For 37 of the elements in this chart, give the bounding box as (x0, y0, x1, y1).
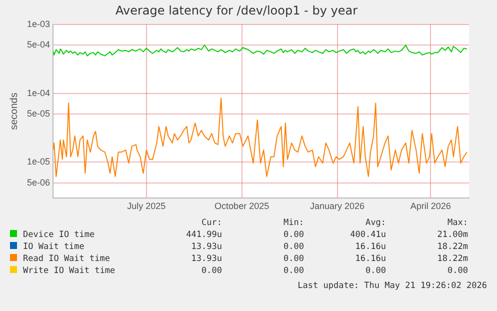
text: 0.00 (282, 241, 304, 253)
legend-label: Read IO Wait time (22, 253, 111, 265)
text: 16.16u (354, 253, 386, 265)
text: 13.93u (190, 253, 222, 265)
text: 0.00 (282, 265, 304, 277)
y-tick-label: 5e-06 (26, 177, 50, 188)
text: 13.93u (190, 241, 222, 253)
text: 0.00 (282, 229, 304, 241)
legend-label: Write IO Wait time (22, 265, 116, 277)
text: Min: (282, 217, 304, 229)
text: 441.99u (185, 229, 222, 241)
x-tick-label: October 2025 (214, 201, 270, 212)
text: 0.00 (282, 253, 304, 265)
y-tick-label: 5e-04 (26, 40, 50, 50)
legend-label: IO Wait time (22, 241, 86, 253)
x-tick-label: July 2025 (127, 201, 166, 212)
y-tick-label: 1e-04 (26, 88, 50, 98)
text: 0.00 (364, 265, 386, 277)
text: 21.00m (436, 229, 468, 241)
text: Avg: (364, 217, 386, 229)
legend-label: Device IO time (22, 229, 96, 241)
text: 18.22m (436, 241, 468, 253)
x-tick-label: January 2026 (310, 201, 365, 212)
y-tick-label: 1e-05 (26, 156, 50, 167)
text: 0.00 (446, 265, 468, 277)
text: Cur: (200, 217, 222, 229)
y-tick-label: 1e-03 (26, 18, 50, 29)
text: 400.41u (349, 229, 386, 241)
text: Last update: Thu May 21 19:26:02 2026 (298, 281, 487, 291)
y-axis-title: seconds (8, 92, 20, 130)
chart-title: Average latency for /dev/loop1 - by year (115, 3, 358, 18)
text: 16.16u (354, 241, 386, 253)
text: 18.22m (436, 253, 468, 265)
y-tick-label: 5e-05 (26, 108, 50, 119)
text: 0.00 (200, 265, 222, 277)
text: Max: (446, 217, 468, 229)
x-tick-label: April 2026 (410, 201, 451, 212)
